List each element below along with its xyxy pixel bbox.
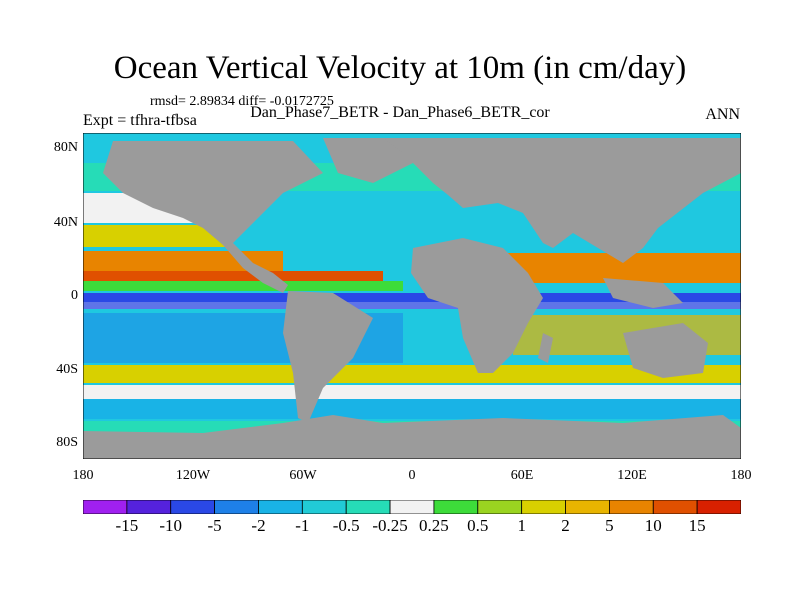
legend-label: -0.25 — [372, 516, 408, 535]
legend-swatch — [389, 500, 435, 514]
legend-label: -10 — [159, 516, 183, 535]
legend-swatch — [170, 500, 216, 514]
legend-label: 15 — [688, 516, 706, 535]
legend-label: 2 — [561, 516, 570, 535]
legend-label: -0.5 — [332, 516, 360, 535]
legend-label: -15 — [115, 516, 139, 535]
experiment-label: Expt = tfhra-tfbsa — [83, 112, 197, 129]
legend-swatch — [521, 500, 566, 514]
x-tick-180e: 180 — [730, 468, 752, 483]
x-tick-180w: 180 — [72, 468, 94, 483]
y-tick-eq: 0 — [71, 288, 78, 303]
map-title: Ocean Vertical Velocity at 10m (in cm/da… — [113, 50, 687, 86]
legend-swatch — [345, 500, 391, 514]
legend-label: -2 — [251, 516, 266, 535]
legend-swatch — [126, 500, 172, 514]
x-tick-0: 0 — [408, 468, 416, 483]
legend-label: 5 — [605, 516, 614, 535]
x-tick-120e: 120E — [617, 468, 647, 483]
legend-label: 0.5 — [467, 516, 489, 535]
x-tick-60w: 60W — [289, 468, 317, 483]
legend-swatch — [214, 500, 259, 514]
x-tick-60e: 60E — [510, 468, 534, 483]
legend-swatch — [258, 500, 303, 514]
velocity-field — [83, 163, 741, 459]
color-legend — [83, 500, 741, 514]
land-masses — [83, 138, 741, 459]
x-tick-120w: 120W — [175, 468, 211, 483]
legend-swatch — [565, 500, 610, 514]
legend-label: 10 — [644, 516, 662, 535]
legend-label: -1 — [295, 516, 310, 535]
legend-swatch — [609, 500, 654, 514]
legend-label: 1 — [517, 516, 526, 535]
legend-swatch — [433, 500, 479, 514]
legend-swatch — [696, 500, 741, 514]
legend-swatch — [301, 500, 347, 514]
runs-label: Dan_Phase7_BETR - Dan_Phase6_BETR_cor — [250, 104, 550, 121]
legend-swatch — [477, 500, 523, 514]
legend-label: 0.25 — [419, 516, 449, 535]
legend-label: -5 — [207, 516, 222, 535]
velocity-map — [83, 133, 741, 459]
stats-line: rmsd= 2.89834 diff= -0.0172725 — [150, 94, 334, 109]
y-tick-80s: 80S — [56, 435, 78, 450]
y-tick-40n: 40N — [53, 215, 78, 230]
legend-swatch — [83, 500, 128, 514]
y-tick-40s: 40S — [56, 362, 78, 377]
season-label: ANN — [705, 106, 740, 123]
legend-swatch — [652, 500, 698, 514]
y-tick-80n: 80N — [53, 140, 78, 155]
